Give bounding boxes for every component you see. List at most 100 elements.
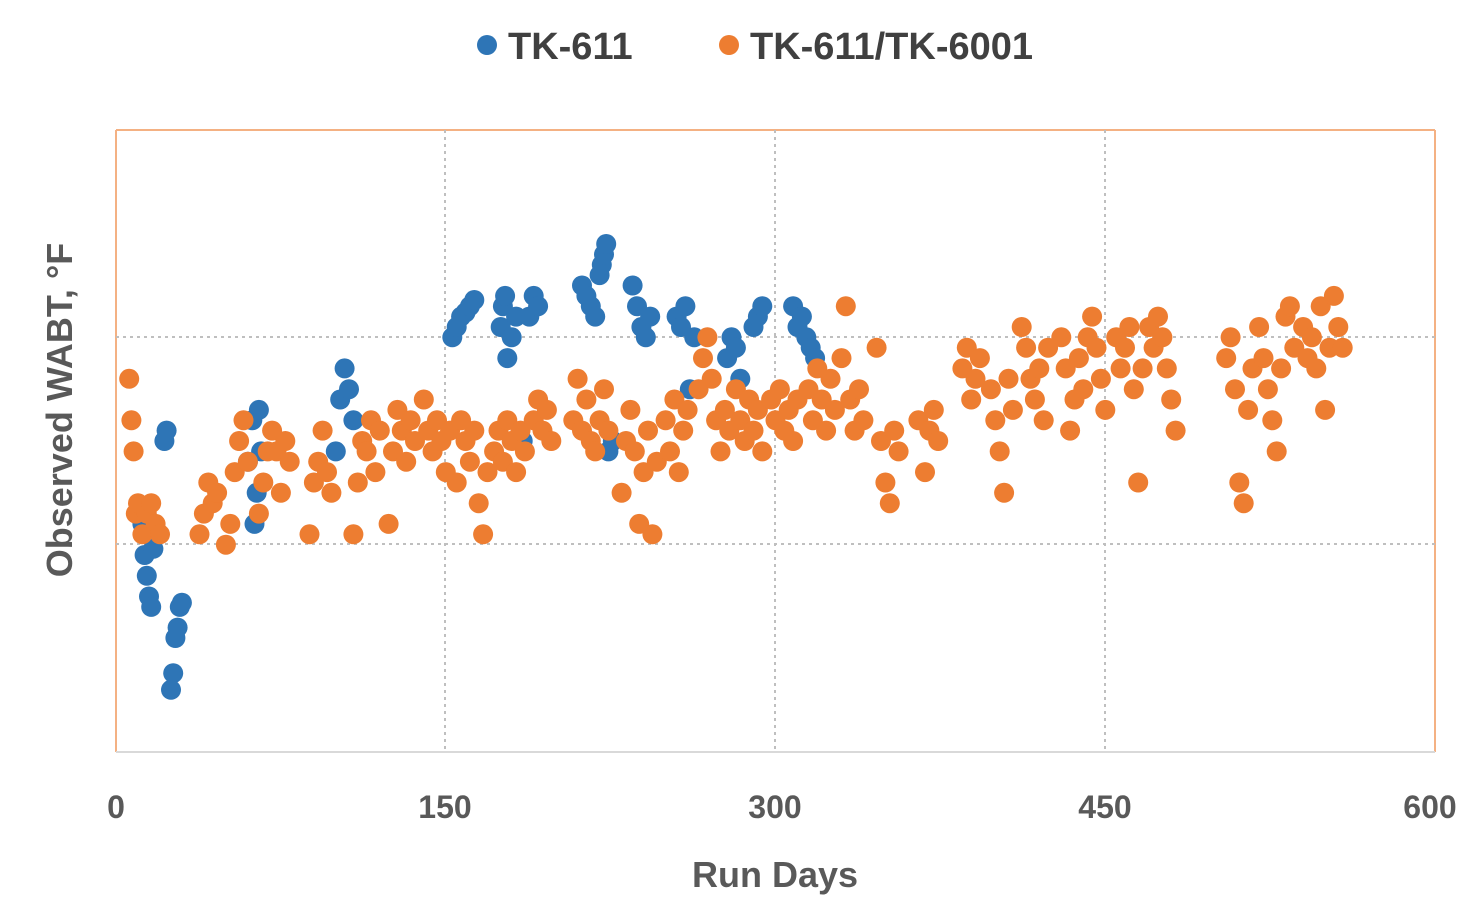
data-point-tk-611-tk-6001 xyxy=(1029,358,1050,379)
data-point-tk-611-tk-6001 xyxy=(835,296,856,317)
data-point-tk-611-tk-6001 xyxy=(677,399,698,420)
data-point-tk-611-tk-6001 xyxy=(356,441,377,462)
data-point-tk-611-tk-6001 xyxy=(849,379,869,400)
data-point-tk-611-tk-6001 xyxy=(413,389,434,410)
data-point-tk-611 xyxy=(791,306,812,327)
data-point-tk-611-tk-6001 xyxy=(668,462,689,483)
data-point-tk-611-tk-6001 xyxy=(985,410,1006,431)
data-point-tk-611-tk-6001 xyxy=(1119,317,1140,337)
x-tick-label: 450 xyxy=(1078,789,1131,825)
data-point-tk-611-tk-6001 xyxy=(1306,358,1327,379)
data-point-tk-611-tk-6001 xyxy=(655,410,676,431)
data-point-tk-611-tk-6001 xyxy=(1220,327,1241,348)
data-point-tk-611-tk-6001 xyxy=(514,441,535,462)
data-point-tk-611-tk-6001 xyxy=(1051,327,1072,348)
data-point-tk-611 xyxy=(635,327,656,348)
data-point-tk-611-tk-6001 xyxy=(1115,337,1135,358)
data-point-tk-611-tk-6001 xyxy=(1161,389,1182,410)
data-point-tk-611-tk-6001 xyxy=(321,482,342,503)
data-point-tk-611-tk-6001 xyxy=(714,399,735,420)
data-point-tk-611-tk-6001 xyxy=(378,513,399,534)
data-point-tk-611-tk-6001 xyxy=(1328,317,1349,337)
data-point-tk-611-tk-6001 xyxy=(1225,379,1245,400)
data-point-tk-611-tk-6001 xyxy=(1238,399,1259,420)
data-point-tk-611-tk-6001 xyxy=(1315,399,1336,420)
data-point-tk-611 xyxy=(325,441,346,462)
data-point-tk-611-tk-6001 xyxy=(969,348,990,369)
data-point-tk-611-tk-6001 xyxy=(1262,410,1283,431)
data-point-tk-611-tk-6001 xyxy=(576,389,597,410)
data-point-tk-611-tk-6001 xyxy=(1233,493,1254,514)
legend-label-tk611: TK-611 xyxy=(508,26,633,68)
data-point-tk-611 xyxy=(675,296,696,317)
data-point-tk-611-tk-6001 xyxy=(1323,285,1344,306)
data-point-tk-611 xyxy=(156,420,177,441)
data-point-tk-611-tk-6001 xyxy=(312,420,333,441)
data-point-tk-611-tk-6001 xyxy=(347,472,368,493)
data-point-tk-611 xyxy=(163,663,184,684)
data-point-tk-611-tk-6001 xyxy=(820,368,841,389)
data-point-tk-611-tk-6001 xyxy=(343,524,364,545)
data-point-tk-611-tk-6001 xyxy=(965,368,986,389)
data-point-tk-611-tk-6001 xyxy=(477,462,498,483)
data-point-tk-611-tk-6001 xyxy=(229,431,250,451)
x-tick-label: 0 xyxy=(107,789,125,825)
x-tick-label: 300 xyxy=(748,789,801,825)
data-point-tk-611-tk-6001 xyxy=(279,451,300,472)
data-point-tk-611-tk-6001 xyxy=(1033,410,1054,431)
data-point-tk-611-tk-6001 xyxy=(752,441,773,462)
data-point-tk-611 xyxy=(339,379,359,400)
data-point-tk-611-tk-6001 xyxy=(541,431,562,451)
data-point-tk-611-tk-6001 xyxy=(396,451,417,472)
data-point-tk-611-tk-6001 xyxy=(598,420,619,441)
data-point-tk-611 xyxy=(622,275,643,296)
data-point-tk-611-tk-6001 xyxy=(1156,358,1177,379)
data-point-tk-611-tk-6001 xyxy=(743,420,764,441)
data-point-tk-611-tk-6001 xyxy=(866,337,887,358)
data-point-tk-611-tk-6001 xyxy=(233,410,254,431)
data-point-tk-611 xyxy=(596,234,617,254)
x-tick-labels: 0 150 300 450 600 xyxy=(107,789,1457,825)
data-point-tk-611-tk-6001 xyxy=(123,441,144,462)
data-point-tk-611 xyxy=(161,679,181,700)
data-point-tk-611 xyxy=(136,565,157,586)
data-point-tk-611-tk-6001 xyxy=(1095,399,1116,420)
data-point-tk-611-tk-6001 xyxy=(369,420,390,441)
data-point-tk-611-tk-6001 xyxy=(220,513,241,534)
legend: TK-611 TK-611/TK-6001 xyxy=(477,26,1033,68)
data-point-tk-611-tk-6001 xyxy=(468,493,489,514)
data-point-tk-611-tk-6001 xyxy=(1002,399,1023,420)
data-point-tk-611-tk-6001 xyxy=(121,410,142,431)
legend-marker-tk611 xyxy=(477,35,497,55)
data-point-tk-611-tk-6001 xyxy=(1024,389,1045,410)
data-point-tk-611-tk-6001 xyxy=(638,420,658,441)
data-point-tk-611-tk-6001 xyxy=(1165,420,1186,441)
data-point-tk-611-tk-6001 xyxy=(248,503,269,524)
data-point-tk-611-tk-6001 xyxy=(1216,348,1237,369)
data-point-tk-611-tk-6001 xyxy=(207,482,228,503)
data-point-tk-611-tk-6001 xyxy=(1266,441,1287,462)
gridlines xyxy=(116,130,1435,752)
x-axis-title: Run Days xyxy=(692,854,858,895)
data-point-tk-611-tk-6001 xyxy=(237,451,258,472)
data-point-tk-611-tk-6001 xyxy=(989,441,1010,462)
data-point-tk-611-tk-6001 xyxy=(1249,317,1270,337)
data-point-tk-611-tk-6001 xyxy=(824,399,845,420)
data-point-tk-611 xyxy=(248,399,269,420)
data-point-tk-611-tk-6001 xyxy=(585,441,606,462)
data-point-tk-611-tk-6001 xyxy=(1132,358,1153,379)
data-point-tk-611-tk-6001 xyxy=(1148,306,1168,327)
data-point-tk-611-tk-6001 xyxy=(253,472,274,493)
data-point-tk-611-tk-6001 xyxy=(994,482,1015,503)
data-point-tk-611 xyxy=(464,290,485,310)
data-point-tk-611-tk-6001 xyxy=(1257,379,1278,400)
data-point-tk-611-tk-6001 xyxy=(980,379,1001,400)
legend-marker-tk611-tk6001 xyxy=(719,35,739,55)
data-point-tk-611-tk-6001 xyxy=(769,379,790,400)
data-point-tk-611-tk-6001 xyxy=(1110,358,1131,379)
data-point-tk-611-tk-6001 xyxy=(697,327,718,348)
data-point-tk-611-tk-6001 xyxy=(464,420,485,441)
data-point-tk-611-tk-6001 xyxy=(1090,368,1111,389)
data-point-tk-611-tk-6001 xyxy=(1229,472,1250,493)
data-point-tk-611 xyxy=(528,296,549,317)
